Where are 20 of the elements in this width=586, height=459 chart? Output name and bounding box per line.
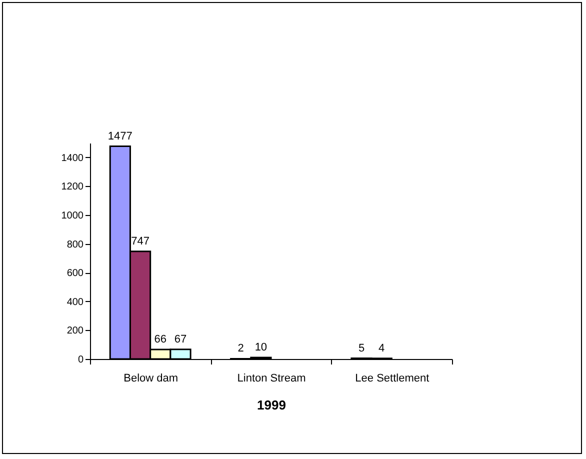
y-tick-label: 1000: [61, 210, 84, 222]
data-label: 66: [154, 333, 167, 346]
x-tick-label: Below dam: [124, 372, 178, 384]
data-label: 67: [174, 333, 187, 346]
y-tick-label: 200: [66, 326, 84, 337]
y-tick-label: 800: [66, 239, 84, 250]
y-tick-label: 400: [66, 296, 84, 308]
data-label: 1477: [108, 130, 132, 142]
x-tick-label: Linton Stream: [237, 372, 306, 384]
y-tick-label: 1200: [61, 182, 84, 193]
data-label: 747: [131, 235, 150, 248]
x-tick-label: Lee Settlement: [355, 372, 430, 384]
data-label: 4: [378, 342, 385, 354]
data-label: 2: [238, 342, 244, 355]
data-label: 5: [358, 342, 365, 354]
y-tick-label: 0: [78, 354, 84, 366]
x-axis-title: 1999: [257, 398, 286, 412]
y-tick-label: 1400: [61, 152, 84, 164]
data-label: 10: [254, 342, 268, 354]
y-tick-label: 600: [66, 268, 84, 280]
